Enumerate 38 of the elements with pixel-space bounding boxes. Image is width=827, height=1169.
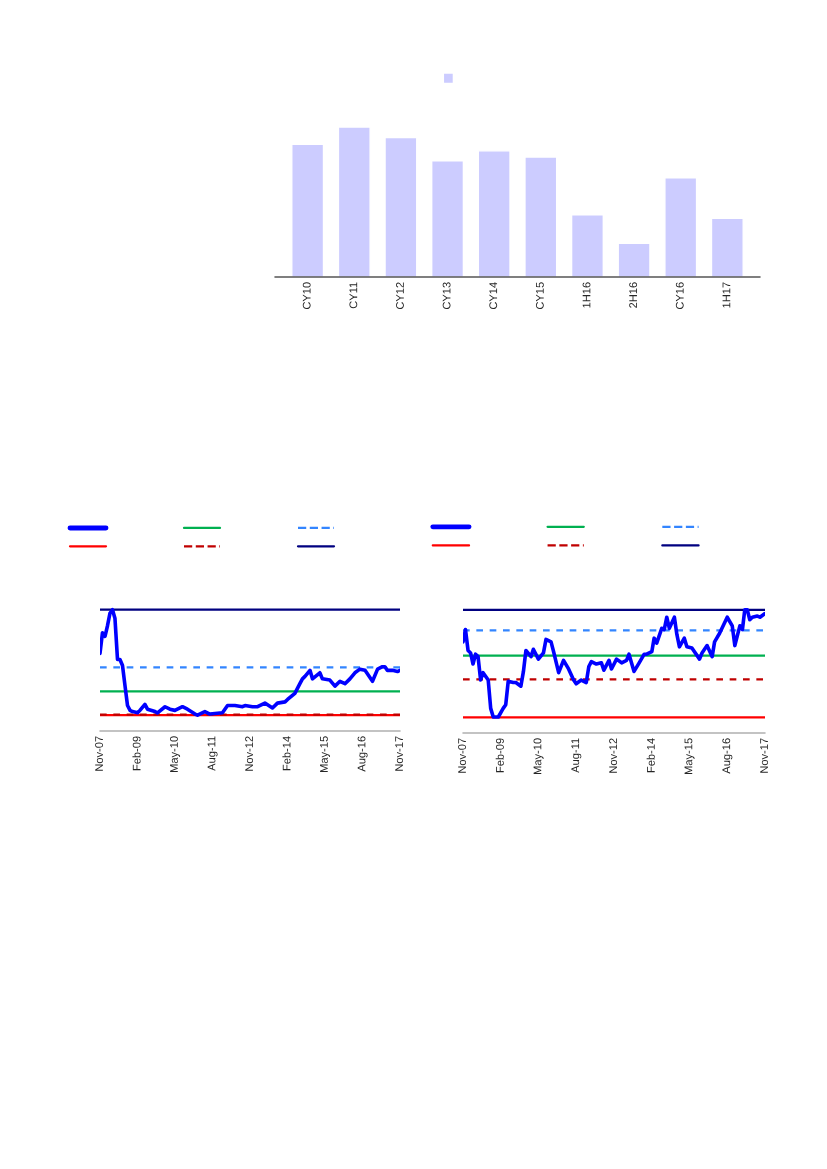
x-tick-label: CY12 [396,282,404,310]
x-tick-label: 2H16 [629,282,638,308]
x-tick-label: May-15 [320,736,331,772]
bar [664,177,698,277]
x-tick-label: CY15 [535,282,544,310]
x-tick-label: Aug-16 [357,736,368,772]
x-tick-label: Nov-07 [458,738,466,773]
bar [477,150,511,277]
x-tick-label: Nov-07 [95,736,103,771]
bar [710,217,744,277]
x-tick-label: Nov-12 [245,736,254,771]
bar [524,156,558,277]
x-tick-label: Aug-16 [722,738,733,774]
x-tick-label: Feb-14 [282,736,291,771]
x-tick-label: CY13 [442,282,451,310]
x-tick-label: Feb-14 [646,738,655,773]
bar [291,143,325,277]
x-tick-label: Aug-11 [207,736,218,771]
x-tick-label: May-15 [684,738,695,774]
x-tick-label: May-10 [533,738,544,774]
x-tick-label: Nov-12 [609,738,618,773]
x-tick-label: CY14 [489,282,498,310]
x-tick-label: Feb-09 [495,738,504,773]
x-tick-label: Nov-17 [395,736,403,771]
bar [430,160,465,277]
x-tick-label: CY16 [675,282,684,310]
x-tick-label: May-10 [170,736,181,772]
x-tick-label: Nov-17 [760,738,768,773]
bar [617,242,651,277]
bar [570,214,605,277]
x-tick-label: Aug-11 [571,738,582,773]
x-tick-label: Feb-09 [132,736,141,771]
x-tick-label: 1H16 [582,282,591,308]
bar [337,127,371,277]
bar [384,136,418,277]
x-tick-label: 1H17 [722,282,731,308]
x-tick-label: CY11 [349,282,358,309]
x-tick-label: CY10 [302,282,311,310]
